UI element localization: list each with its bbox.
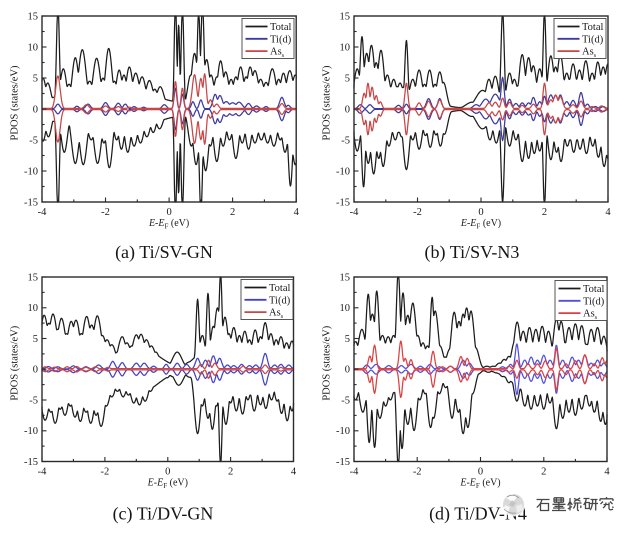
svg-text:Total: Total [270,22,292,33]
svg-text:-15: -15 [336,197,350,208]
svg-text:5: 5 [33,73,38,84]
svg-text:E-EF (eV): E-EF (eV) [148,218,189,231]
svg-text:Ass: Ass [583,309,598,322]
svg-text:-10: -10 [24,426,38,437]
svg-text:-5: -5 [29,135,38,146]
svg-text:-2: -2 [101,207,110,218]
svg-text:Total: Total [582,22,604,33]
svg-text:Ti(d): Ti(d) [270,34,292,45]
svg-text:-15: -15 [24,457,38,468]
svg-text:Ti(d): Ti(d) [583,296,605,307]
svg-text:Ti(d): Ti(d) [582,34,604,45]
svg-text:-4: -4 [350,207,359,218]
svg-text:Total: Total [269,283,291,294]
svg-text:-4: -4 [38,467,47,478]
svg-text:-10: -10 [24,166,38,177]
svg-text:E-EF (eV): E-EF (eV) [459,478,500,491]
svg-text:0: 0 [478,207,483,218]
svg-text:E-EF (eV): E-EF (eV) [460,218,501,231]
svg-text:2: 2 [230,207,235,218]
svg-text:PDOS (states/eV): PDOS (states/eV) [322,325,333,400]
svg-text:2: 2 [541,467,546,478]
svg-text:Ass: Ass [270,47,285,60]
svg-text:10: 10 [28,303,39,314]
svg-text:PDOS (states/eV): PDOS (states/eV) [10,325,21,400]
svg-text:(c) Ti/DV-GN: (c) Ti/DV-GN [113,504,214,525]
svg-text:2: 2 [542,207,547,218]
svg-text:-15: -15 [336,457,350,468]
svg-text:0: 0 [478,467,483,478]
svg-text:0: 0 [165,467,170,478]
svg-text:-4: -4 [350,467,359,478]
svg-text:-15: -15 [24,197,38,208]
svg-text:(a) Ti/SV-GN: (a) Ti/SV-GN [115,242,213,263]
svg-text:0: 0 [33,365,38,376]
svg-text:-2: -2 [413,467,422,478]
svg-text:5: 5 [345,334,350,345]
svg-text:-5: -5 [29,395,38,406]
svg-text:-5: -5 [341,135,350,146]
svg-text:5: 5 [33,334,38,345]
svg-text:Ti(d): Ti(d) [269,295,291,306]
svg-text:4: 4 [291,467,297,478]
svg-text:10: 10 [340,303,351,314]
svg-text:0: 0 [166,207,171,218]
svg-text:PDOS (states/eV): PDOS (states/eV) [10,65,21,140]
svg-text:0: 0 [345,104,350,115]
svg-text:(b) Ti/SV-N3: (b) Ti/SV-N3 [425,242,520,263]
svg-text:PDOS (states/eV): PDOS (states/eV) [322,65,333,140]
svg-text:15: 15 [28,272,39,283]
svg-text:2: 2 [228,467,233,478]
svg-text:E-EF (eV): E-EF (eV) [147,478,188,491]
svg-text:Ass: Ass [582,47,597,60]
svg-text:4: 4 [605,207,611,218]
svg-text:4: 4 [294,207,300,218]
svg-text:10: 10 [340,42,351,53]
svg-text:Ass: Ass [269,308,284,321]
svg-text:15: 15 [340,11,351,22]
svg-text:-2: -2 [101,467,110,478]
svg-text:Total: Total [583,284,605,295]
svg-text:-5: -5 [341,395,350,406]
svg-text:15: 15 [28,11,39,22]
svg-text:15: 15 [340,272,351,283]
svg-text:-2: -2 [413,207,422,218]
svg-text:4: 4 [604,467,610,478]
svg-text:5: 5 [345,73,350,84]
svg-text:0: 0 [33,104,38,115]
svg-text:-4: -4 [38,207,47,218]
svg-text:0: 0 [345,365,350,376]
svg-text:-10: -10 [336,426,350,437]
svg-text:10: 10 [28,42,39,53]
svg-text:-10: -10 [336,166,350,177]
